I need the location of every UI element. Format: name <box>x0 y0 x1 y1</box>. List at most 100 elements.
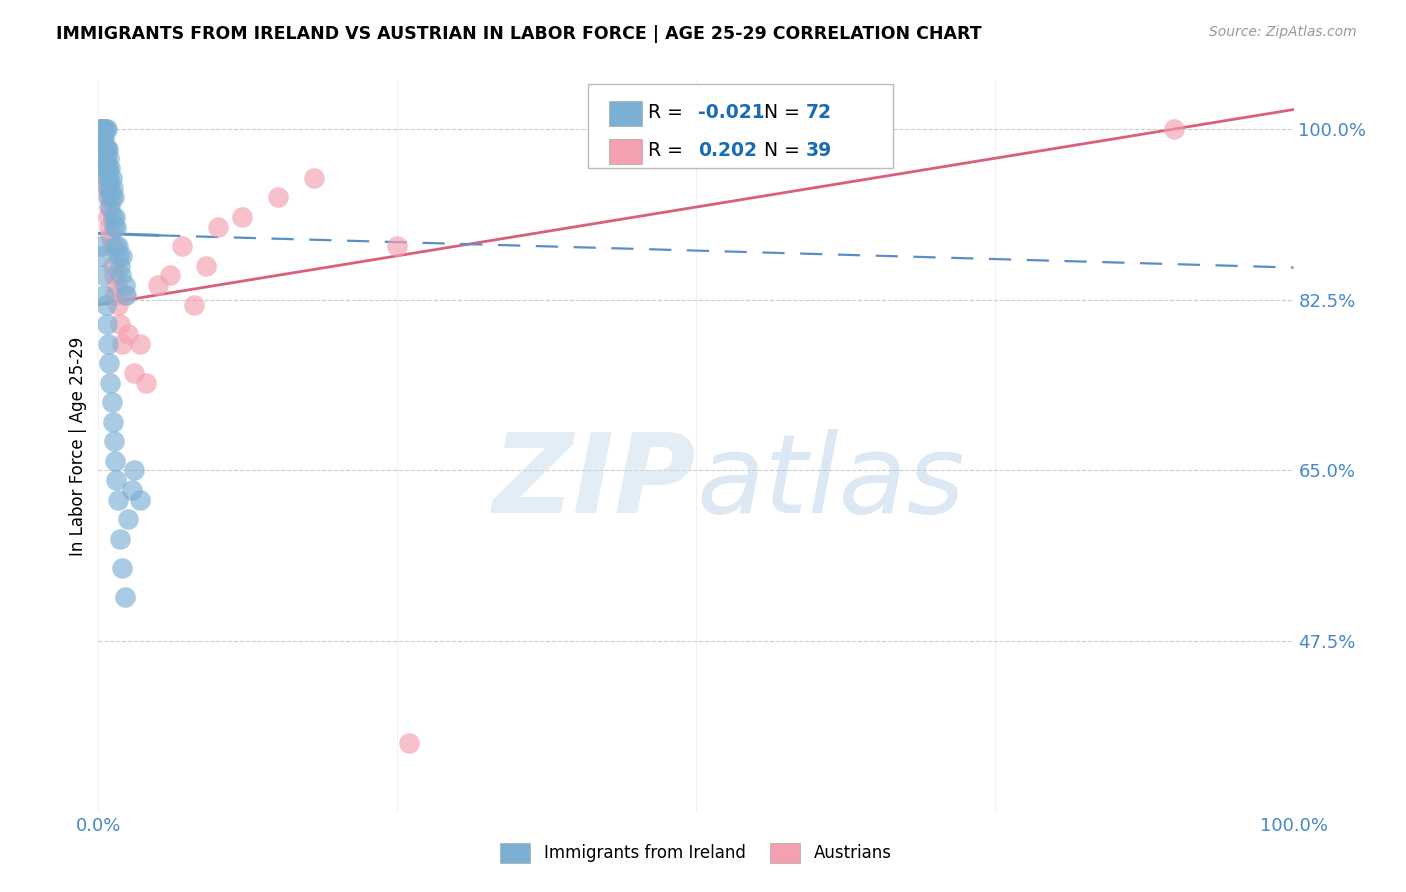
Point <box>96 161 118 175</box>
Point <box>96 161 118 175</box>
Point <box>107 239 129 253</box>
Point <box>94 161 117 175</box>
Point <box>93 122 115 136</box>
Point <box>90 239 112 253</box>
Point <box>94 151 117 165</box>
Point <box>98 219 121 234</box>
Point <box>104 288 127 302</box>
Point <box>103 219 125 234</box>
Point <box>91 122 114 136</box>
Point <box>101 259 124 273</box>
Point <box>98 180 122 194</box>
Point <box>91 122 114 136</box>
Point <box>93 132 115 146</box>
Point <box>96 180 118 194</box>
Point <box>207 219 229 234</box>
Text: -0.021: -0.021 <box>699 103 765 122</box>
Point <box>108 317 131 331</box>
Point <box>115 288 138 302</box>
Point <box>114 278 136 293</box>
Point <box>93 122 115 136</box>
Point <box>97 336 120 351</box>
Point <box>91 122 114 136</box>
Point <box>100 239 122 253</box>
Point <box>91 122 114 136</box>
Point <box>90 122 112 136</box>
Point <box>100 395 122 409</box>
Point <box>98 170 121 185</box>
Point <box>103 434 125 449</box>
Point <box>90 122 112 136</box>
Point <box>103 268 125 283</box>
Point <box>1163 122 1185 136</box>
Legend: Immigrants from Ireland, Austrians: Immigrants from Ireland, Austrians <box>494 837 898 869</box>
Point <box>111 336 134 351</box>
Point <box>98 376 122 390</box>
Point <box>101 210 124 224</box>
Point <box>129 336 152 351</box>
Point <box>135 376 157 390</box>
Point <box>183 297 205 311</box>
Text: 39: 39 <box>806 142 832 161</box>
Point <box>101 415 124 429</box>
Point <box>91 122 114 136</box>
Text: 0.202: 0.202 <box>699 142 758 161</box>
Point <box>91 132 114 146</box>
Point <box>398 736 420 750</box>
Point <box>172 239 194 253</box>
Point <box>121 483 143 497</box>
Point <box>385 239 409 253</box>
Point <box>129 492 152 507</box>
Point <box>93 288 115 302</box>
Point <box>91 249 114 263</box>
Point <box>114 288 136 302</box>
Point <box>98 200 122 214</box>
Point <box>96 317 118 331</box>
Point <box>107 492 129 507</box>
Point <box>97 180 120 194</box>
Text: 72: 72 <box>806 103 832 122</box>
Point <box>91 122 114 136</box>
Point <box>91 122 114 136</box>
Point <box>105 239 128 253</box>
FancyBboxPatch shape <box>589 84 893 168</box>
Point <box>108 259 131 273</box>
Point <box>231 210 253 224</box>
Point <box>91 268 114 283</box>
Point <box>96 142 118 156</box>
Point <box>90 122 112 136</box>
Point <box>97 142 120 156</box>
Point <box>110 268 132 283</box>
Point <box>101 180 124 194</box>
Point <box>104 453 127 467</box>
Point <box>107 249 129 263</box>
Text: ZIP: ZIP <box>492 429 696 536</box>
Point <box>93 142 115 156</box>
Text: Source: ZipAtlas.com: Source: ZipAtlas.com <box>1209 25 1357 39</box>
Point <box>97 210 120 224</box>
Point <box>91 132 114 146</box>
Text: IMMIGRANTS FROM IRELAND VS AUSTRIAN IN LABOR FORCE | AGE 25-29 CORRELATION CHART: IMMIGRANTS FROM IRELAND VS AUSTRIAN IN L… <box>56 25 981 43</box>
Point <box>117 326 139 341</box>
Point <box>91 142 114 156</box>
Point <box>98 200 121 214</box>
Point <box>98 190 121 204</box>
Point <box>124 366 146 380</box>
Point <box>107 297 129 311</box>
Point <box>103 190 125 204</box>
Point <box>91 132 114 146</box>
Text: N =: N = <box>763 103 806 122</box>
Y-axis label: In Labor Force | Age 25-29: In Labor Force | Age 25-29 <box>69 336 87 556</box>
Point <box>105 219 128 234</box>
Point <box>91 122 114 136</box>
Point <box>108 532 131 546</box>
Point <box>97 190 120 204</box>
Point <box>94 170 117 185</box>
Point <box>124 463 146 477</box>
Point <box>105 278 128 293</box>
Point <box>94 297 117 311</box>
Point <box>91 122 114 136</box>
Text: atlas: atlas <box>696 429 965 536</box>
Point <box>94 122 117 136</box>
Point <box>94 151 117 165</box>
